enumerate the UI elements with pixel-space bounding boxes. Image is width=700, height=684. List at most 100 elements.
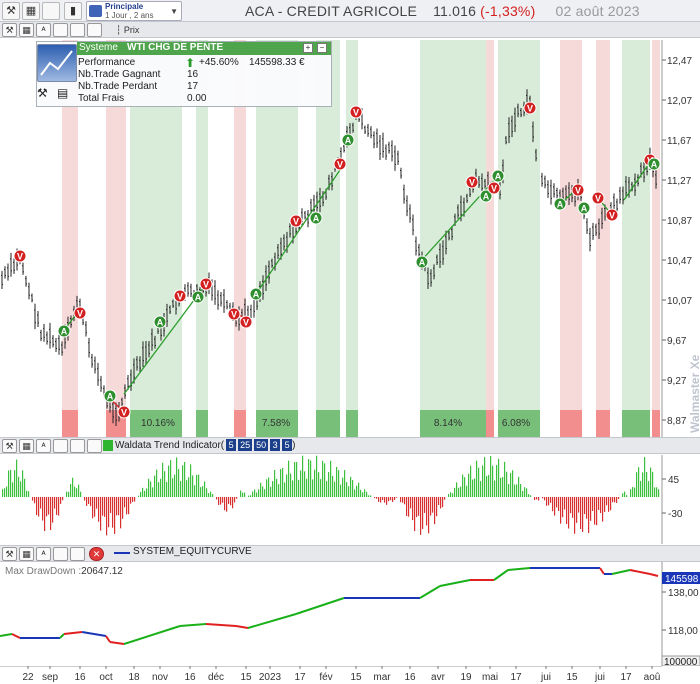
style-icon[interactable]: ᴬ (36, 439, 51, 453)
indicator-bar-up (280, 469, 282, 497)
indicator-bar-up (276, 478, 278, 497)
indicator-bar-down (608, 497, 610, 512)
indicator-bar-down (374, 497, 376, 499)
indicator-bar-down (430, 497, 432, 516)
indicator-bar-up (252, 491, 254, 497)
indicator-bar-down (60, 497, 62, 504)
indicator-bar-up (286, 474, 288, 497)
price-tick-label: 8,87 (667, 416, 687, 427)
trade-pct-label: 10.16% (141, 418, 175, 429)
param-2[interactable]: 25 (238, 439, 253, 451)
param-1[interactable]: 5 (226, 439, 237, 451)
indicator-bar-down (592, 497, 594, 511)
indicator-bar-down (388, 497, 390, 502)
indicator-bar-down (416, 497, 418, 518)
indicator-bar-up (242, 492, 244, 497)
trade-band (420, 40, 488, 437)
tools-icon[interactable]: ⚒ (37, 86, 48, 100)
indicator-bar-up (364, 489, 366, 497)
indicator-bar-up (638, 467, 640, 497)
blank-button[interactable] (70, 23, 85, 37)
blank-button[interactable] (53, 547, 68, 561)
blank-button[interactable] (87, 439, 102, 453)
indicator-panel-toolbar: ⚒ ▦ ᴬ (0, 437, 700, 454)
marker-letter: V (337, 160, 343, 170)
grid-icon[interactable]: ▦ (19, 439, 34, 453)
grid-icon[interactable]: ▦ (19, 547, 34, 561)
indicator-bar-down (580, 497, 582, 530)
tools-icon[interactable]: ⚒ (2, 2, 20, 20)
indicator-bar-up (490, 455, 492, 497)
trade-band (106, 40, 126, 437)
indicator-bar-up (210, 491, 212, 497)
time-tick-label: 16 (74, 672, 86, 683)
grid-icon[interactable]: ▦ (19, 23, 34, 37)
expand-icon[interactable]: + (303, 43, 313, 53)
blank-button[interactable] (70, 547, 85, 561)
style-icon[interactable]: ᴬ (36, 23, 51, 37)
indicator-bar-up (10, 469, 12, 497)
timeframe-selector[interactable]: Principale 1 Jour , 2 ans ▼ (86, 1, 182, 21)
indicator-bar-down (590, 497, 592, 521)
blank-button[interactable] (87, 23, 102, 37)
indicator-chart[interactable]: 45 -30 (0, 455, 700, 544)
blank-button[interactable] (70, 439, 85, 453)
indicator-bar-up (72, 477, 74, 497)
list-icon[interactable]: ▤ (57, 86, 69, 100)
marker-letter: A (107, 392, 114, 402)
indicator-bar-up (190, 464, 192, 497)
marker-letter: A (495, 172, 502, 182)
price-chart[interactable]: 10.16% 7.58% 8.14% 6.08% 12,47 12,07 11,67 11,2… (0, 40, 700, 437)
style-icon[interactable]: ᴬ (36, 547, 51, 561)
indicator-bar-down (88, 497, 90, 505)
indicator-bar-up (74, 486, 76, 497)
blank-button[interactable] (53, 23, 68, 37)
equity-segment (507, 567, 531, 571)
time-tick-label: sep (42, 672, 59, 683)
price-tick-label: 9,67 (667, 336, 687, 347)
param-4[interactable]: 3 (270, 439, 281, 451)
indicator-bar-up (470, 465, 472, 497)
trade-band-foot (62, 410, 78, 437)
indicator-bar-down (378, 497, 380, 502)
indicator-bar-up (174, 474, 176, 497)
indicator-bar-down (598, 497, 600, 510)
indicator-bar-down (234, 497, 236, 503)
equity-segment (109, 641, 125, 645)
param-5[interactable]: 5 (282, 439, 293, 451)
collapse-icon[interactable]: − (317, 43, 327, 53)
indicator-bar-up (624, 491, 626, 497)
indicator-bar-up (366, 491, 368, 497)
indicator-bar-up (518, 476, 520, 497)
indicator-bar-up (528, 494, 530, 497)
indicator-bar-up (468, 473, 470, 497)
tools-icon[interactable]: ⚒ (2, 439, 17, 453)
param-3[interactable]: 50 (254, 439, 269, 451)
indicator-bar-down (442, 497, 444, 508)
time-tick-label: mar (373, 672, 391, 683)
blank-button[interactable] (53, 439, 68, 453)
equity-chart[interactable]: 138,00 118,00 145598 100000 (0, 562, 700, 666)
buy-marker (103, 389, 117, 403)
indicator-bar-up (188, 477, 190, 497)
grid-icon[interactable]: ▦ (22, 2, 40, 20)
indicator-bar-up (328, 472, 330, 497)
indicator-bar-up (176, 457, 178, 497)
indicator-bar-up (650, 467, 652, 497)
close-icon[interactable]: ✕ (89, 547, 104, 561)
indicator-bar-down (434, 497, 436, 525)
indicator-bar-up (152, 487, 154, 497)
indicator-bar-down (218, 497, 220, 505)
price-tick-label: 11,27 (667, 176, 692, 187)
equity-bottom-value: 100000 (664, 657, 698, 666)
indicator-bar-down (574, 497, 576, 534)
indicator-bar-up (284, 482, 286, 497)
indicator-bar-up (348, 486, 350, 497)
tools-icon[interactable]: ⚒ (2, 23, 17, 37)
blank-button[interactable] (42, 2, 60, 20)
indicator-bar-down (50, 497, 52, 531)
indicator-bar-down (552, 497, 554, 512)
tools-icon[interactable]: ⚒ (2, 547, 17, 561)
book-icon[interactable]: ▮ (64, 2, 82, 20)
